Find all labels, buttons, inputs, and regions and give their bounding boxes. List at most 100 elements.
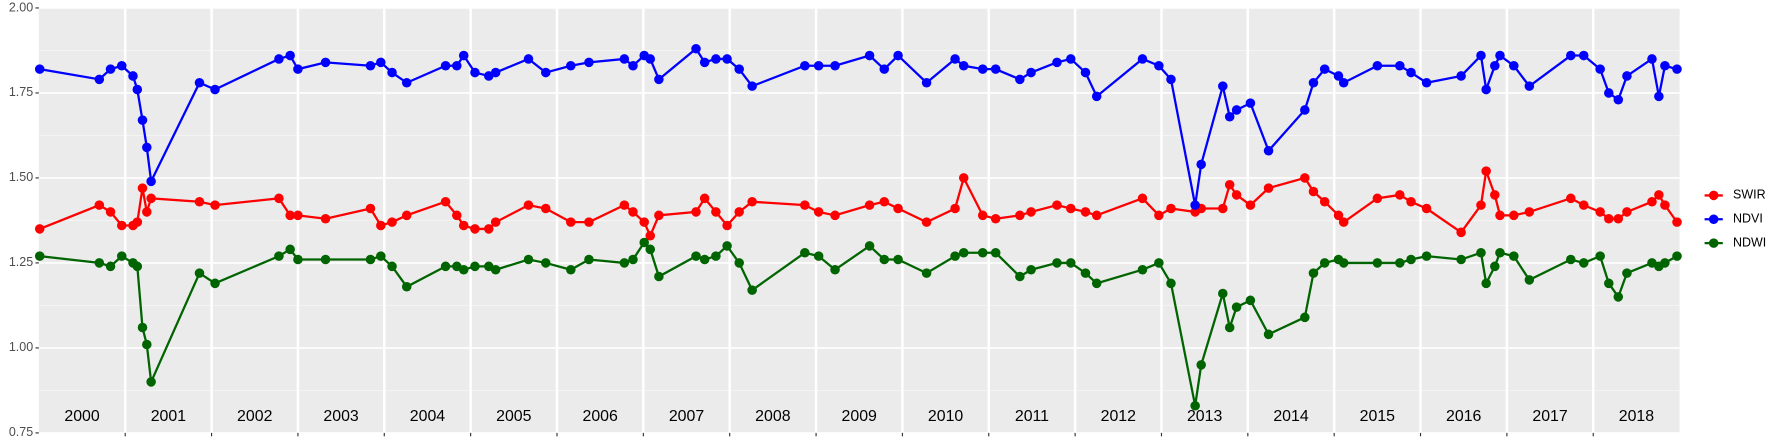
data-point xyxy=(1333,71,1344,81)
data-point xyxy=(387,67,397,78)
data-point xyxy=(1190,400,1200,411)
data-point xyxy=(293,254,303,265)
data-point xyxy=(1566,50,1576,61)
data-point xyxy=(137,322,148,333)
data-point xyxy=(1224,179,1235,190)
year-label: 2009 xyxy=(842,408,878,425)
data-point xyxy=(1015,74,1025,85)
data-point xyxy=(1333,210,1344,221)
data-point xyxy=(950,54,960,64)
year-label: 2004 xyxy=(410,408,446,425)
year-label: 2016 xyxy=(1446,408,1482,425)
data-point xyxy=(116,220,127,231)
data-point xyxy=(1566,254,1576,265)
data-point xyxy=(1509,251,1519,261)
data-point xyxy=(1372,258,1383,268)
data-point xyxy=(1300,173,1310,183)
data-point xyxy=(1015,271,1025,282)
year-label: 2011 xyxy=(1015,408,1049,425)
data-point xyxy=(401,77,412,88)
data-point xyxy=(950,203,960,214)
data-point xyxy=(1319,64,1330,74)
data-point xyxy=(401,210,412,221)
data-point xyxy=(893,203,903,214)
data-point xyxy=(645,244,656,255)
data-point xyxy=(1218,288,1228,299)
data-point xyxy=(1190,200,1200,210)
data-point xyxy=(1395,190,1405,200)
data-point xyxy=(1338,217,1349,227)
data-point xyxy=(365,60,376,71)
data-point xyxy=(830,264,840,275)
data-point xyxy=(1218,81,1228,91)
data-point xyxy=(1308,186,1319,197)
data-point xyxy=(365,203,376,214)
data-point xyxy=(1578,258,1589,268)
data-point xyxy=(490,67,501,78)
data-point xyxy=(1406,67,1416,78)
data-point xyxy=(285,50,295,61)
data-point xyxy=(1052,57,1062,68)
data-point xyxy=(584,217,594,227)
data-point xyxy=(734,207,744,217)
data-point xyxy=(210,84,220,95)
data-point xyxy=(1166,74,1176,85)
data-point xyxy=(1604,213,1614,224)
data-point xyxy=(800,247,810,258)
data-point xyxy=(1456,254,1466,265)
data-point xyxy=(1137,264,1148,275)
data-point xyxy=(628,254,638,265)
data-point xyxy=(1395,60,1405,71)
data-point xyxy=(958,247,969,258)
data-point xyxy=(628,60,638,71)
data-point xyxy=(691,43,701,54)
year-label: 2014 xyxy=(1273,408,1309,425)
data-point xyxy=(619,54,630,64)
data-point xyxy=(1406,196,1416,207)
year-label: 2007 xyxy=(669,408,705,425)
data-point xyxy=(879,64,890,74)
data-point xyxy=(1372,193,1383,204)
y-tick-label: 1.25 xyxy=(9,255,33,269)
data-point xyxy=(1660,60,1670,71)
data-point xyxy=(1091,210,1102,221)
data-point xyxy=(210,200,220,210)
data-point xyxy=(1224,322,1235,333)
data-point xyxy=(1395,258,1405,268)
data-point xyxy=(540,67,551,78)
year-label: 2010 xyxy=(928,408,964,425)
data-point xyxy=(1647,54,1657,64)
data-point xyxy=(813,207,824,217)
data-point xyxy=(628,207,638,217)
data-point xyxy=(1245,295,1256,306)
data-point xyxy=(1066,54,1076,64)
data-point xyxy=(376,57,386,68)
data-point xyxy=(1091,91,1102,102)
data-point xyxy=(619,200,630,210)
data-point xyxy=(1490,261,1500,272)
data-point xyxy=(747,81,757,91)
data-point xyxy=(440,60,451,71)
data-point xyxy=(1263,183,1274,193)
data-point xyxy=(1595,207,1605,217)
data-point xyxy=(146,193,156,204)
data-point xyxy=(1338,258,1349,268)
data-point xyxy=(285,244,295,255)
year-label: 2008 xyxy=(755,408,791,425)
data-point xyxy=(1052,258,1062,268)
data-point xyxy=(376,220,386,231)
data-point xyxy=(1613,94,1624,105)
data-point xyxy=(958,60,969,71)
data-point xyxy=(1218,203,1228,214)
data-point xyxy=(1672,217,1682,227)
data-point xyxy=(1137,193,1148,204)
data-point xyxy=(1080,268,1091,278)
year-label: 2013 xyxy=(1187,408,1223,425)
data-point xyxy=(452,60,462,71)
data-point xyxy=(645,54,656,64)
data-point xyxy=(1319,196,1330,207)
data-point xyxy=(1026,264,1036,275)
data-point xyxy=(440,196,451,207)
data-point xyxy=(34,251,45,261)
year-label: 2000 xyxy=(64,408,100,425)
